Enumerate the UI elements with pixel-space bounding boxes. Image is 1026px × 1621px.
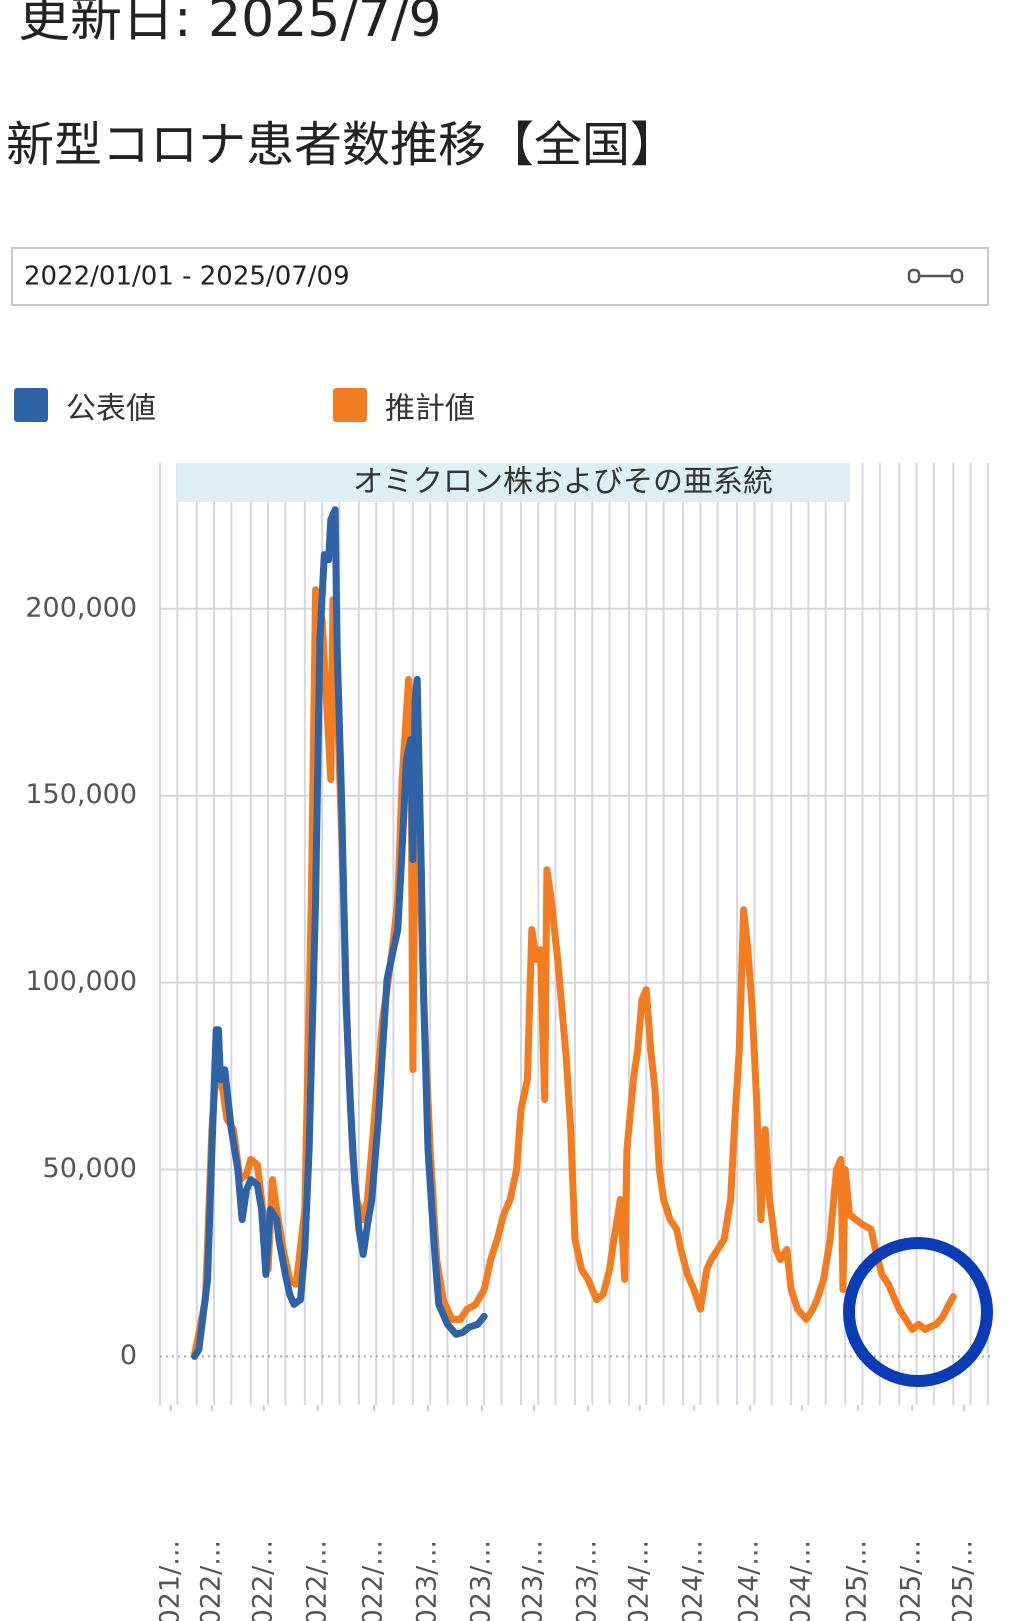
y-tick-label: 100,000 (25, 966, 137, 997)
annotation-label: オミクロン株およびその亜系統 (353, 465, 773, 500)
legend-label: 公表値 (66, 392, 156, 427)
y-tick-label: 150,000 (25, 779, 137, 810)
page-title: 新型コロナ患者数推移【全国】 (6, 117, 678, 173)
lines (191, 506, 957, 1360)
input-box[interactable] (11, 247, 989, 306)
x-tick-label: 2024/... (785, 1540, 816, 1621)
y-tick-label: 200,000 (25, 592, 137, 623)
x-tick-label: 2024/... (623, 1540, 654, 1621)
legend-item: 推計値 (333, 388, 475, 427)
date-range-input[interactable]: 2022/01/01 - 2025/07/09 (11, 247, 989, 306)
legend: 公表値 推計値 (14, 388, 475, 427)
x-tick-label: 2025/... (842, 1540, 873, 1621)
x-tick-label: 2023/... (412, 1540, 443, 1621)
x-tick-label: 2023/... (466, 1540, 497, 1621)
y-tick-label: 50,000 (43, 1153, 137, 1184)
annotation-band (177, 463, 850, 502)
highlight-circle (843, 1237, 993, 1387)
x-tick-label: 2022/... (195, 1540, 226, 1621)
x-tick-label: 2024/... (677, 1540, 708, 1621)
x-tick-label: 2023/... (571, 1540, 602, 1621)
series-line (191, 586, 957, 1358)
range-icon[interactable] (907, 268, 964, 284)
x-tick-label: 2025/... (948, 1540, 979, 1621)
x-tick-label: 2023/... (517, 1540, 548, 1621)
x-tick-label: 2024/... (734, 1540, 765, 1621)
legend-swatch (333, 388, 367, 422)
series-line (191, 506, 488, 1360)
y-tick-label: 0 (120, 1340, 137, 1371)
ticks: 0 50,000 100,000 150,000 200,000 2021/... 2022… (25, 592, 978, 1621)
x-tick-label: 2022/... (357, 1540, 388, 1621)
legend-swatch (14, 388, 48, 422)
date-range-text: 2022/01/01 - 2025/07/09 (24, 262, 350, 292)
legend-item: 公表値 (14, 388, 156, 427)
x-tick-label: 2022/... (247, 1540, 278, 1621)
legend-label: 推計値 (385, 392, 475, 427)
x-tick-label: 2022/... (301, 1540, 332, 1621)
x-tick-label: 2025/... (896, 1540, 927, 1621)
x-tick-label: 2021/... (154, 1540, 185, 1621)
updated-date: 更新日: 2025/7/9 (18, 0, 442, 49)
